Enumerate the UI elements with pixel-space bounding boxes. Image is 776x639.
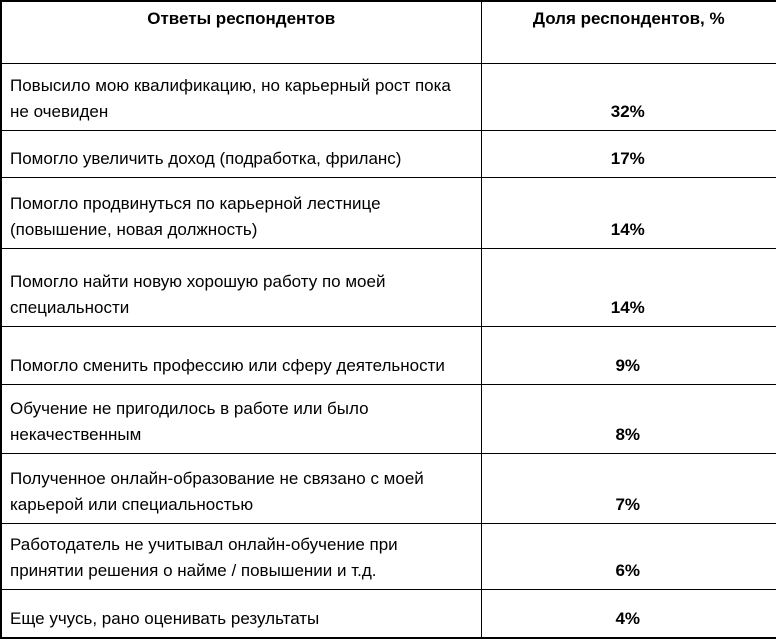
share-cell: 14% (480, 247, 776, 327)
table-row: Помогло продвинуться по карьерной лестни… (0, 176, 776, 249)
share-cell: 4% (480, 588, 776, 639)
answer-cell: Помогло продвинуться по карьерной лестни… (0, 176, 482, 249)
share-cell: 14% (480, 176, 776, 249)
answer-cell: Еще учусь, рано оценивать результаты (0, 588, 482, 639)
table-row: Помогло увеличить доход (подработка, фри… (0, 129, 776, 178)
table-row: Обучение не пригодилось в работе или был… (0, 383, 776, 454)
table-row: Полученное онлайн-образование не связано… (0, 452, 776, 524)
share-cell: 8% (480, 383, 776, 454)
answer-cell: Полученное онлайн-образование не связано… (0, 452, 482, 524)
column-header-share: Доля респондентов, % (480, 0, 776, 64)
share-cell: 32% (480, 62, 776, 131)
table-row: Повысило мою квалификацию, но карьерный … (0, 62, 776, 131)
table-row: Еще учусь, рано оценивать результаты 4% (0, 588, 776, 639)
share-cell: 17% (480, 129, 776, 178)
answer-cell: Помогло сменить профессию или сферу деят… (0, 325, 482, 385)
answer-cell: Помогло найти новую хорошую работу по мо… (0, 247, 482, 327)
header-row: Ответы респондентов Доля респондентов, % (0, 0, 776, 64)
table-row: Помогло сменить профессию или сферу деят… (0, 325, 776, 385)
answer-cell: Работодатель не учитывал онлайн-обучение… (0, 522, 482, 590)
table-row: Работодатель не учитывал онлайн-обучение… (0, 522, 776, 590)
answer-cell: Обучение не пригодилось в работе или был… (0, 383, 482, 454)
answer-cell: Помогло увеличить доход (подработка, фри… (0, 129, 482, 178)
share-cell: 6% (480, 522, 776, 590)
share-cell: 7% (480, 452, 776, 524)
share-cell: 9% (480, 325, 776, 385)
answer-cell: Повысило мою квалификацию, но карьерный … (0, 62, 482, 131)
table-row: Помогло найти новую хорошую работу по мо… (0, 247, 776, 327)
column-header-answers: Ответы респондентов (0, 0, 482, 64)
